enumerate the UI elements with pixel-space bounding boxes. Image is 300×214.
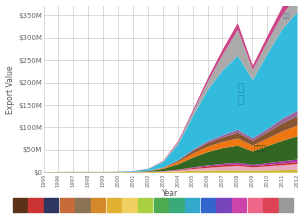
Text: 纺织品: 纺织品 [253,144,266,151]
Y-axis label: Export Value: Export Value [6,65,15,114]
Text: 机
械: 机 械 [237,83,244,105]
X-axis label: Year: Year [162,189,178,198]
Text: 运输: 运输 [283,13,290,19]
